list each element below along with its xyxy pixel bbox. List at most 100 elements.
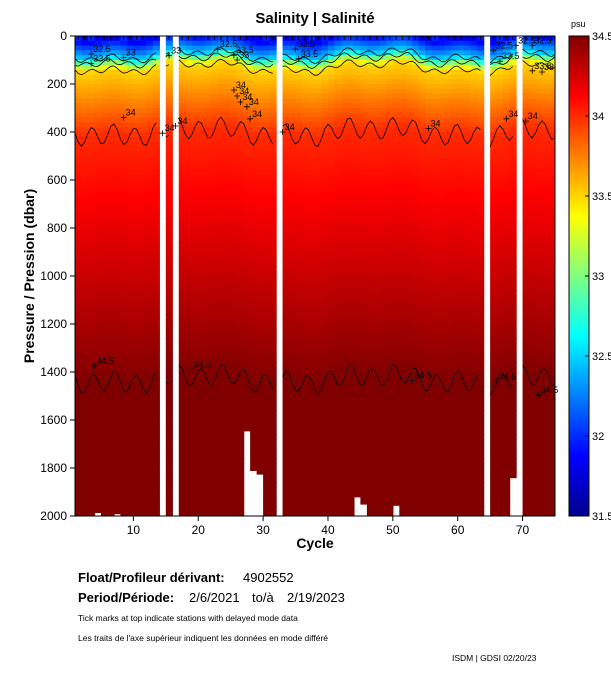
salinity-cell: [217, 237, 225, 243]
salinity-cell: [191, 290, 199, 296]
salinity-cell: [256, 295, 264, 301]
salinity-cell: [146, 237, 154, 243]
salinity-cell: [120, 69, 128, 75]
salinity-cell: [139, 103, 147, 109]
salinity-cell: [405, 372, 413, 378]
salinity-cell: [315, 242, 323, 248]
salinity-cell: [418, 112, 426, 119]
salinity-cell: [211, 420, 219, 426]
salinity-cell: [243, 208, 251, 215]
salinity-cell: [100, 362, 109, 368]
salinity-cell: [204, 338, 212, 344]
salinity-cell: [107, 304, 115, 311]
salinity-cell: [327, 376, 336, 383]
salinity-cell: [295, 352, 303, 359]
salinity-cell: [282, 165, 290, 171]
salinity-cell: [243, 424, 251, 431]
salinity-cell: [263, 180, 271, 186]
salinity-cell: [100, 136, 109, 143]
salinity-cell: [165, 352, 173, 359]
salinity-cell: [75, 338, 83, 344]
salinity-cell: [87, 357, 96, 363]
salinity-cell: [282, 372, 290, 378]
salinity-cell: [302, 50, 310, 56]
salinity-cell: [360, 218, 368, 224]
salinity-cell: [373, 74, 381, 80]
salinity-cell: [412, 204, 420, 210]
salinity-cell: [360, 352, 368, 359]
salinity-cell: [405, 453, 413, 459]
salinity-cell: [217, 472, 225, 479]
salinity-cell: [334, 463, 342, 469]
salinity-cell: [120, 189, 128, 195]
salinity-cell: [327, 69, 336, 75]
salinity-cell: [256, 304, 264, 311]
salinity-cell: [243, 156, 251, 162]
salinity-cell: [237, 372, 245, 378]
salinity-cell: [178, 333, 186, 339]
salinity-cell: [295, 338, 303, 344]
salinity-cell: [94, 511, 102, 513]
salinity-cell: [347, 410, 355, 416]
salinity-cell: [334, 415, 342, 421]
salinity-cell: [211, 122, 219, 128]
salinity-cell: [133, 439, 141, 445]
salinity-cell: [185, 175, 193, 181]
salinity-cell: [412, 60, 420, 66]
salinity-cell: [256, 391, 264, 397]
salinity-cell: [360, 492, 368, 498]
salinity-cell: [191, 132, 199, 138]
salinity-cell: [237, 160, 245, 167]
salinity-cell: [315, 400, 323, 407]
salinity-cell: [256, 170, 264, 176]
salinity-cell: [230, 218, 238, 224]
salinity-cell: [373, 295, 381, 301]
salinity-cell: [94, 50, 102, 56]
salinity-cell: [289, 324, 297, 330]
salinity-cell: [340, 472, 349, 479]
salinity-cell: [191, 415, 199, 421]
salinity-cell: [133, 295, 141, 301]
salinity-cell: [139, 146, 147, 152]
salinity-cell: [392, 439, 400, 445]
salinity-cell: [198, 424, 206, 431]
salinity-cell: [178, 487, 186, 493]
salinity-cell: [334, 60, 342, 66]
salinity-cell: [250, 309, 258, 315]
salinity-cell: [87, 492, 96, 498]
salinity-cell: [107, 213, 115, 219]
salinity-cell: [340, 424, 349, 431]
salinity-cell: [191, 256, 199, 263]
salinity-cell: [360, 429, 368, 435]
salinity-cell: [133, 352, 141, 359]
salinity-cell: [418, 45, 426, 51]
salinity-cell: [412, 141, 420, 147]
salinity-cell: [379, 482, 387, 488]
salinity-cell: [87, 175, 96, 181]
salinity-cell: [399, 208, 407, 215]
salinity-cell: [133, 45, 141, 51]
salinity-cell: [165, 492, 173, 498]
salinity-cell: [126, 194, 134, 200]
salinity-cell: [126, 367, 134, 373]
salinity-cell: [263, 232, 271, 239]
salinity-cell: [308, 477, 316, 483]
salinity-cell: [120, 506, 128, 512]
salinity-cell: [289, 420, 297, 426]
salinity-cell: [126, 271, 134, 277]
salinity-cell: [418, 50, 426, 56]
salinity-cell: [217, 165, 225, 171]
salinity-cell: [392, 170, 400, 176]
salinity-cell: [243, 189, 251, 195]
salinity-cell: [289, 45, 297, 51]
salinity-cell: [256, 415, 264, 421]
salinity-cell: [295, 276, 303, 282]
salinity-cell: [353, 420, 362, 426]
salinity-cell: [263, 132, 271, 138]
salinity-cell: [412, 180, 420, 186]
salinity-cell: [133, 88, 141, 95]
salinity-cell: [165, 112, 173, 119]
salinity-cell: [113, 362, 122, 368]
salinity-cell: [340, 511, 349, 516]
salinity-cell: [334, 189, 342, 195]
